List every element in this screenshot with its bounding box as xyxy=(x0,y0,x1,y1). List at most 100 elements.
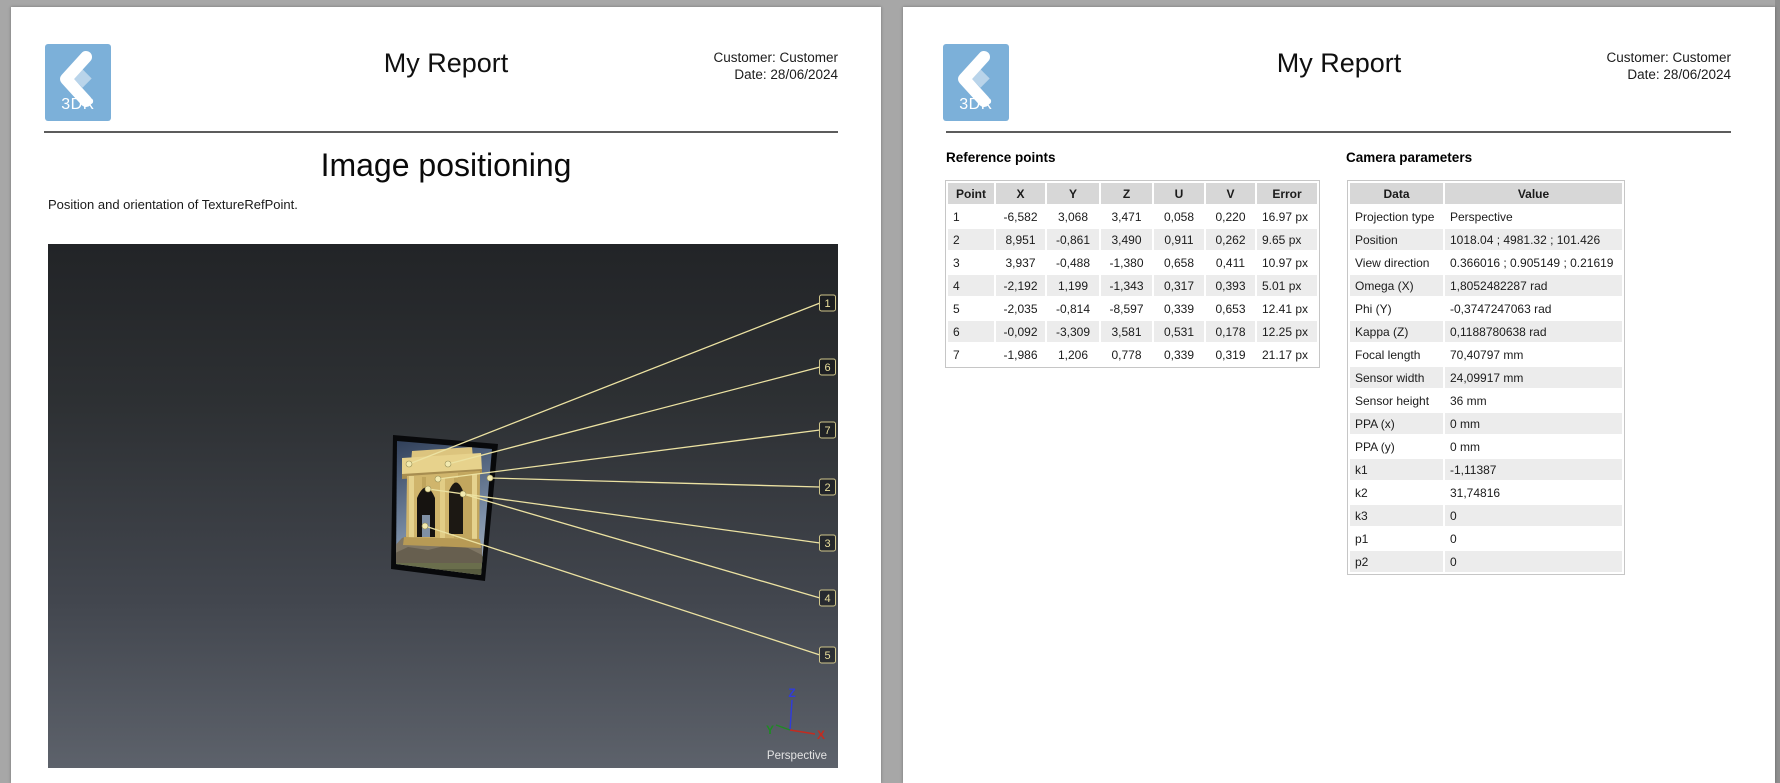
table-cell: Phi (Y) xyxy=(1348,296,1445,321)
projection-line xyxy=(408,302,821,465)
table-cell: 3,490 xyxy=(1099,227,1154,252)
table-cell: Sensor width xyxy=(1348,365,1445,390)
point-label-box xyxy=(819,421,836,439)
table-cell: 2 xyxy=(946,227,996,252)
axis-y-label: Y xyxy=(766,723,774,737)
table-row: k1 -1,11387 xyxy=(1348,457,1624,482)
projection-rays: 1 6 7 2 3 4 5 xyxy=(405,294,836,664)
projection-line xyxy=(462,493,821,599)
column-header: Y xyxy=(1045,181,1101,206)
table-cell: p2 xyxy=(1348,549,1445,574)
table-cell: 0,911 xyxy=(1152,227,1206,252)
point-label: 5 xyxy=(824,650,830,662)
table-cell: -1,11387 xyxy=(1443,457,1624,482)
column-header: U xyxy=(1152,181,1206,206)
table-cell: 0,262 xyxy=(1204,227,1257,252)
table-cell: 0,531 xyxy=(1152,319,1206,344)
table-row: 2 8,951 -0,861 3,490 0,911 0,262 9.65 px xyxy=(946,227,1319,252)
camera-parameters-table: Data Value Projection type Perspective Posit… xyxy=(1347,180,1625,575)
table-row: 3 3,937 -0,488 -1,380 0,658 0,411 10.97 px xyxy=(946,250,1319,275)
control-point xyxy=(434,475,442,483)
table-cell: -2,192 xyxy=(994,273,1047,298)
table-cell: 0 xyxy=(1443,549,1624,574)
table-row: p2 0 xyxy=(1348,549,1624,574)
header-divider xyxy=(44,131,838,133)
table-cell: 3,068 xyxy=(1045,204,1101,229)
table-row: PPA (x) 0 mm xyxy=(1348,411,1624,436)
report-page-2: 3DR My Report Customer: Customer Date: 2… xyxy=(903,7,1775,783)
control-point xyxy=(424,485,432,493)
table-row: p1 0 xyxy=(1348,526,1624,551)
column-header: Error xyxy=(1255,181,1319,206)
table-cell: -2,035 xyxy=(994,296,1047,321)
table-cell: 3,937 xyxy=(994,250,1047,275)
table-cell: 6 xyxy=(946,319,996,344)
control-point xyxy=(459,490,467,498)
table-cell: 0,658 xyxy=(1152,250,1206,275)
table-cell: -1,380 xyxy=(1099,250,1154,275)
point-label-box xyxy=(819,358,836,376)
table-row: 7 -1,986 1,206 0,778 0,339 0,319 21.17 px xyxy=(946,342,1319,367)
table-row: Kappa (Z) 0,1188780638 rad xyxy=(1348,319,1624,344)
reference-points-heading: Reference points xyxy=(946,150,1056,165)
point-label-box xyxy=(819,589,836,607)
axis-x-label: X xyxy=(817,728,825,742)
table-cell: -6,582 xyxy=(994,204,1047,229)
table-row: Omega (X) 1,8052482287 rad xyxy=(1348,273,1624,298)
viewport-mode-label: Perspective xyxy=(767,750,827,762)
table-cell: 12.41 px xyxy=(1255,296,1319,321)
camera-parameters-heading: Camera parameters xyxy=(1346,150,1473,165)
logo-chevron-icon xyxy=(60,51,92,107)
table-cell: 0,339 xyxy=(1152,296,1206,321)
table-cell: Projection type xyxy=(1348,204,1445,229)
point-label: 6 xyxy=(824,362,830,374)
table-cell: 1018.04 ; 4981.32 ; 101.426 xyxy=(1443,227,1624,252)
projection-line xyxy=(437,429,821,480)
table-row: 4 -2,192 1,199 -1,343 0,317 0,393 5.01 px xyxy=(946,273,1319,298)
table-cell: 24,09917 mm xyxy=(1443,365,1624,390)
table-row: 6 -0,092 -3,309 3,581 0,531 0,178 12.25 px xyxy=(946,319,1319,344)
table-row: k2 31,74816 xyxy=(1348,480,1624,505)
table-header-row: Data Value xyxy=(1348,181,1624,206)
table-cell: 70,40797 mm xyxy=(1443,342,1624,367)
table-cell: 5.01 px xyxy=(1255,273,1319,298)
column-header: Data xyxy=(1348,181,1445,206)
table-cell: 12.25 px xyxy=(1255,319,1319,344)
table-cell: 0.366016 ; 0.905149 ; 0.21619 xyxy=(1443,250,1624,275)
table-cell: 0,339 xyxy=(1152,342,1206,367)
table-cell: k1 xyxy=(1348,457,1445,482)
positioned-image xyxy=(391,435,498,581)
table-cell: Sensor height xyxy=(1348,388,1445,413)
table-cell: 0,319 xyxy=(1204,342,1257,367)
column-header: Point xyxy=(946,181,996,206)
table-row: 1 -6,582 3,068 3,471 0,058 0,220 16.97 px xyxy=(946,204,1319,229)
table-cell: 31,74816 xyxy=(1443,480,1624,505)
table-cell: Kappa (Z) xyxy=(1348,319,1445,344)
table-row: Phi (Y) -0,3747247063 rad xyxy=(1348,296,1624,321)
table-cell: 36 mm xyxy=(1443,388,1624,413)
table-cell: 0,220 xyxy=(1204,204,1257,229)
table-cell: p1 xyxy=(1348,526,1445,551)
table-row: Sensor height 36 mm xyxy=(1348,388,1624,413)
table-cell: 10.97 px xyxy=(1255,250,1319,275)
table-row: PPA (y) 0 mm xyxy=(1348,434,1624,459)
table-cell: Omega (X) xyxy=(1348,273,1445,298)
table-cell: 0,178 xyxy=(1204,319,1257,344)
control-point xyxy=(421,522,429,530)
point-label: 2 xyxy=(824,482,830,494)
table-cell: 1,8052482287 rad xyxy=(1443,273,1624,298)
table-cell: 1,206 xyxy=(1045,342,1101,367)
column-header: Z xyxy=(1099,181,1154,206)
logo-text: 3DR xyxy=(61,96,95,113)
logo-text: 3DR xyxy=(959,96,993,113)
table-cell: 3,581 xyxy=(1099,319,1154,344)
control-point xyxy=(444,460,452,468)
table-cell: 1,199 xyxy=(1045,273,1101,298)
table-cell: Perspective xyxy=(1443,204,1624,229)
table-row: View direction 0.366016 ; 0.905149 ; 0.21… xyxy=(1348,250,1624,275)
customer-label: Customer: Customer xyxy=(713,50,838,65)
point-label-box xyxy=(819,478,836,496)
table-cell: k2 xyxy=(1348,480,1445,505)
background-shade xyxy=(1775,0,1780,783)
axis-gizmo: Z Y X xyxy=(766,686,825,742)
